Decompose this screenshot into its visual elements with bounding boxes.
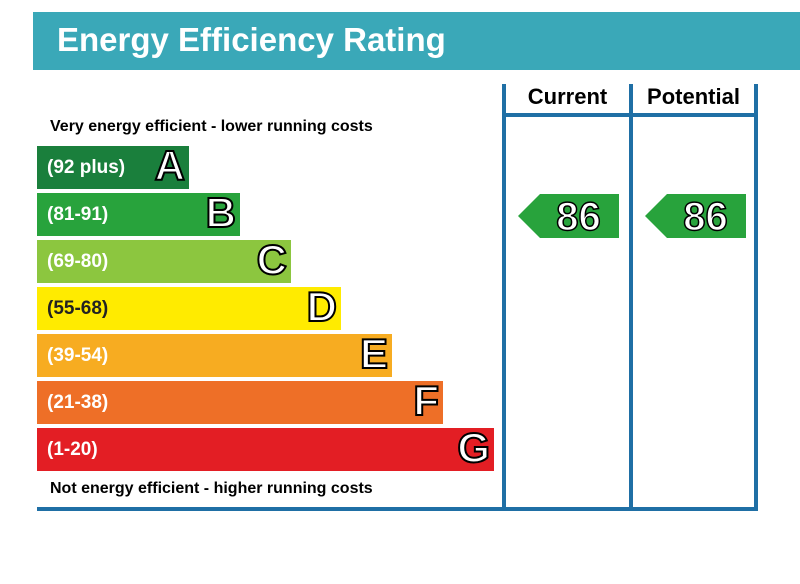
band-b-letter: B bbox=[205, 189, 237, 237]
band-a: (92 plus) A bbox=[37, 142, 189, 190]
band-e-letter: E bbox=[359, 330, 389, 378]
potential-rating-arrow: 86 bbox=[645, 194, 746, 240]
column-divider-right bbox=[754, 84, 758, 511]
band-g-range: (1-20) bbox=[47, 439, 98, 460]
header-underline bbox=[502, 113, 758, 117]
band-a-letter: A bbox=[154, 142, 186, 190]
band-d-range: (55-68) bbox=[47, 298, 109, 319]
title-bar: Energy Efficiency Rating bbox=[33, 12, 800, 70]
column-divider-middle bbox=[629, 84, 633, 511]
band-c-letter: C bbox=[256, 236, 288, 284]
band-c-range: (69-80) bbox=[47, 251, 109, 272]
potential-arrow-shape bbox=[645, 194, 746, 238]
chart-title: Energy Efficiency Rating bbox=[57, 21, 446, 58]
band-f: (21-38) F bbox=[37, 377, 443, 425]
band-d-letter: D bbox=[306, 283, 338, 331]
band-a-range: (92 plus) bbox=[47, 157, 126, 178]
band-c: (69-80) C bbox=[37, 236, 291, 284]
band-g: (1-20) G bbox=[37, 424, 494, 472]
bottom-note: Not energy efficient - higher running co… bbox=[50, 480, 373, 497]
potential-column-header: Potential bbox=[647, 84, 740, 109]
current-arrow-shape bbox=[518, 194, 619, 238]
top-note: Very energy efficient - lower running co… bbox=[50, 118, 373, 135]
bottom-border bbox=[37, 507, 758, 511]
current-rating-value: 86 bbox=[556, 194, 602, 240]
band-f-letter: F bbox=[412, 377, 440, 425]
band-b-range: (81-91) bbox=[47, 204, 109, 225]
band-e-range: (39-54) bbox=[47, 345, 109, 366]
potential-rating-value: 86 bbox=[683, 194, 729, 240]
band-e: (39-54) E bbox=[37, 330, 392, 378]
current-rating-arrow: 86 bbox=[518, 194, 619, 240]
band-d: (55-68) D bbox=[37, 283, 341, 331]
band-f-range: (21-38) bbox=[47, 392, 109, 413]
band-b: (81-91) B bbox=[37, 189, 240, 237]
column-divider-left bbox=[502, 84, 506, 511]
band-g-letter: G bbox=[456, 424, 491, 472]
current-column-header: Current bbox=[527, 84, 608, 109]
